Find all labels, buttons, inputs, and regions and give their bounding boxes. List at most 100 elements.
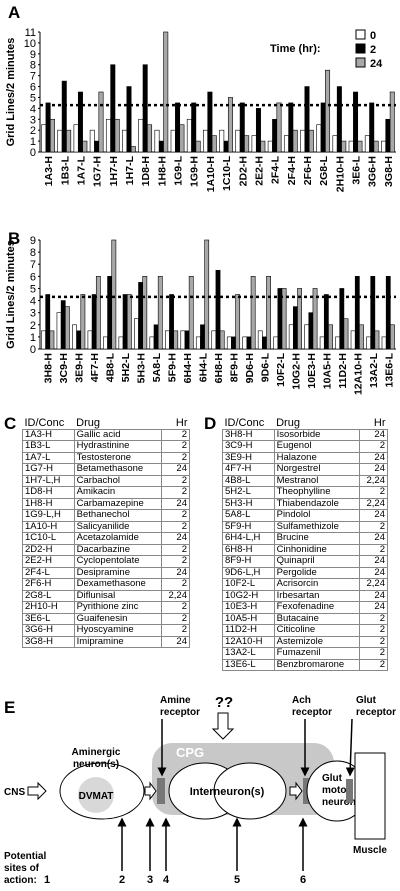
- dvmat-label: DVMAT: [79, 791, 114, 802]
- table-cell: Sulfamethizole: [273, 520, 361, 533]
- table-cell: Salicyanilide: [73, 520, 163, 533]
- table-cell: 2: [161, 601, 190, 614]
- bar: [95, 276, 101, 350]
- dvmat-vesicle: [78, 777, 114, 813]
- y-tick-label: 8: [30, 60, 36, 72]
- bar: [122, 129, 128, 153]
- bar: [292, 129, 298, 153]
- x-tick-label: 1H7-H: [108, 156, 120, 186]
- legend-swatch: [355, 43, 366, 54]
- bar: [341, 140, 347, 153]
- table-cell: 2: [161, 474, 190, 487]
- panel-label: A: [8, 3, 20, 22]
- x-tick-label: 10G2-H: [290, 353, 302, 390]
- bar: [60, 300, 66, 350]
- legend-swatch: [355, 29, 366, 40]
- table-row: 1A3-H Gallic acid 2: [22, 428, 190, 441]
- x-tick-label: 1G7-H: [92, 156, 104, 187]
- y-axis-label: Grid Lines/2 minutes: [5, 38, 17, 147]
- x-tick-label: 8F9-H: [228, 353, 240, 382]
- panel-label: D: [204, 414, 217, 433]
- bar: [195, 140, 201, 153]
- bar: [364, 135, 370, 153]
- table-row: 2F4-L Desipramine 24: [22, 566, 190, 579]
- bar: [66, 129, 72, 153]
- bar: [122, 294, 128, 350]
- interneuron: [213, 762, 287, 820]
- bar: [227, 97, 233, 153]
- table-cell: 11D2-H: [222, 624, 275, 637]
- bar: [319, 336, 325, 350]
- table-cell: 24: [359, 601, 388, 614]
- table-cell: 2: [359, 658, 388, 671]
- table-cell: 3G6-H: [22, 624, 75, 637]
- bar: [203, 129, 209, 153]
- bar: [49, 118, 55, 153]
- bar: [373, 140, 379, 153]
- table-cell: 2F4-L: [22, 566, 75, 579]
- table-row: 3E6-L Guaifenesin 2: [22, 612, 190, 625]
- bar: [118, 336, 124, 350]
- sites-label: Potential sites of action:: [4, 851, 46, 886]
- bar: [111, 239, 117, 350]
- table-cell: Imipramine: [73, 635, 163, 648]
- table-cell: 24: [161, 566, 190, 579]
- bar: [325, 69, 331, 153]
- table-cell: 2: [161, 612, 190, 625]
- bar: [173, 330, 179, 350]
- x-tick-label: 1D8-H: [140, 156, 152, 186]
- table-cell: 3H8-H: [222, 428, 275, 441]
- bar: [211, 135, 217, 153]
- header-cell: Drug: [276, 417, 300, 430]
- bar: [316, 124, 322, 153]
- bar: [283, 135, 289, 153]
- x-tick-label: 3H8-H: [43, 353, 55, 383]
- y-tick-label: 5: [30, 92, 36, 104]
- bar: [157, 276, 163, 350]
- bar: [207, 91, 213, 153]
- table-cell: 2,24: [161, 589, 190, 602]
- bar: [142, 64, 148, 153]
- x-tick-label: 1A3-H: [43, 156, 55, 186]
- table-cell: 2: [161, 509, 190, 522]
- table-row: 3G6-H Hyoscyamine 2: [22, 624, 190, 637]
- table-row: 5H3-H Thiabendazole 2,24: [222, 497, 388, 510]
- cns-label: CNS: [4, 787, 25, 798]
- glut-receptor-label: Glut receptor: [356, 695, 396, 718]
- bar: [350, 330, 356, 350]
- bar: [250, 276, 256, 350]
- x-tick-label: 1B3-L: [59, 155, 71, 185]
- bar: [204, 239, 210, 350]
- table-row: 6H8-H Cinhonidine 2: [222, 543, 388, 556]
- table-c: ID/Conc Drug Hr 1A3-H Gallic acid 2 1B3-L Hydra…: [22, 418, 190, 648]
- table-cell: Norgestrel: [273, 463, 361, 476]
- table-cell: Desipramine: [73, 566, 163, 579]
- legend-swatch: [355, 57, 366, 68]
- bar: [335, 336, 341, 350]
- y-tick-label: 6: [30, 271, 36, 283]
- table-cell: 10A5-H: [222, 612, 275, 625]
- table-row: 13E6-L Benzbromarone 2: [222, 658, 388, 671]
- bar: [82, 140, 88, 153]
- y-tick-label: 10: [24, 38, 36, 50]
- table-cell: 1G7-H: [22, 463, 75, 476]
- bar: [61, 80, 67, 153]
- table-cell: 10F2-L: [222, 578, 275, 591]
- table-cell: 24: [359, 555, 388, 568]
- bar: [80, 294, 86, 350]
- x-tick-label: 3C9-H: [58, 353, 70, 383]
- x-tick-label: 12A10-H: [352, 353, 364, 395]
- x-tick-label: 1C10-L: [221, 155, 233, 191]
- table-cell: 2: [359, 635, 388, 648]
- muscle-label: Muscle: [353, 845, 387, 856]
- bar: [381, 140, 387, 153]
- bar: [179, 124, 185, 153]
- table-cell: 5F9-H: [222, 520, 275, 533]
- amine-receptor: [157, 778, 165, 804]
- bar: [257, 330, 263, 350]
- x-tick-label: 9D6-H: [244, 353, 256, 383]
- bar: [195, 336, 201, 350]
- bar: [336, 86, 342, 153]
- table-d: ID/Conc Drug Hr 3H8-H Isosorbide 24 3C9-H Eugen…: [222, 418, 388, 671]
